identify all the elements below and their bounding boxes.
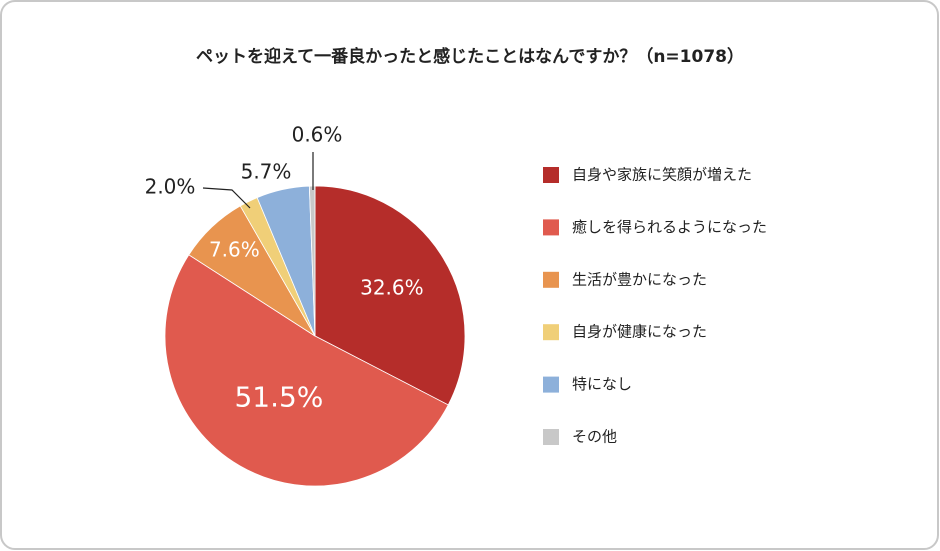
legend-swatch xyxy=(543,324,559,341)
legend-swatch xyxy=(543,376,559,393)
chart-title: ペットを迎えて一番良かったと感じたことはなんですか？（n=1078） xyxy=(196,46,744,67)
legend-swatch xyxy=(543,429,559,445)
legend-label: 特になし xyxy=(572,375,632,393)
legend-label: 生活が豊かになった xyxy=(572,270,707,288)
pie-slice xyxy=(164,254,449,487)
legend-label: 自身が健康になった xyxy=(572,323,707,341)
legend-swatch xyxy=(543,219,559,236)
data-label: 51.5% xyxy=(234,380,323,413)
data-label: 7.6% xyxy=(209,238,260,262)
legend-label: その他 xyxy=(572,428,617,446)
data-label: 2.0% xyxy=(145,175,196,199)
legend-label: 自身や家族に笑顔が増えた xyxy=(572,166,752,184)
pie-slice xyxy=(308,185,316,337)
leader-line xyxy=(202,187,251,209)
legend-swatch xyxy=(543,271,559,288)
legend-label: 癒しを得られるようになった xyxy=(572,218,767,236)
legend-swatch xyxy=(543,167,559,183)
data-label: 32.6% xyxy=(360,276,424,300)
data-label: 5.7% xyxy=(241,160,292,184)
pie-slice xyxy=(314,185,466,406)
data-label: 0.6% xyxy=(292,123,343,147)
